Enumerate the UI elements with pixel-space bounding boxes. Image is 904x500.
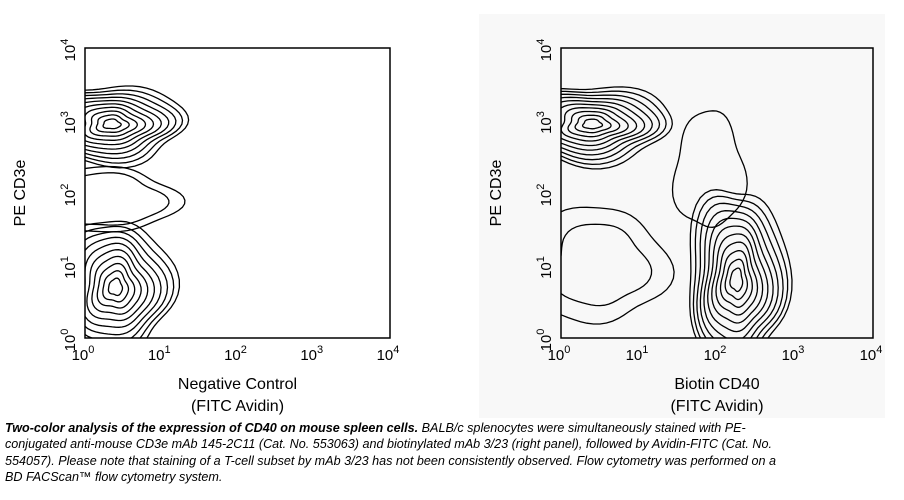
x-tick-label: 101 [148, 344, 171, 364]
plot-frame [560, 47, 874, 339]
contour-line [692, 195, 789, 338]
y-tick-label: 103 [535, 111, 555, 134]
contour-line [561, 99, 646, 151]
contours [85, 85, 190, 338]
contour-line [85, 103, 155, 146]
x-tick-label: 103 [782, 344, 805, 364]
x-tick-label: 100 [548, 344, 571, 364]
x-tick-label: 102 [704, 344, 727, 364]
x-tick-label: 100 [72, 344, 95, 364]
contour-line [724, 258, 749, 301]
contour-line [85, 220, 181, 338]
contour-line [89, 110, 138, 137]
contour-line [689, 189, 793, 338]
contour-line [85, 231, 169, 338]
contour-line [85, 242, 155, 328]
x-tick-label: 101 [626, 344, 649, 364]
contour-line [107, 277, 124, 297]
contour-line [561, 206, 675, 325]
contour-line [699, 210, 779, 338]
contour-line [561, 96, 653, 156]
contour-line [729, 267, 744, 293]
y-axis-label: PE CD3e [12, 160, 29, 227]
x-tick-label: 104 [377, 344, 400, 364]
contour-line [85, 165, 186, 233]
x-axis-label: Negative Control [178, 376, 297, 393]
contour-line [85, 225, 175, 338]
y-tick-label: 101 [535, 256, 555, 279]
contour-line [703, 217, 774, 338]
contour-line [567, 110, 621, 138]
contour-line [85, 172, 170, 226]
y-tick-label: 102 [59, 184, 79, 207]
caption-text: BALB/c splenocytes were simultaneously s… [5, 421, 776, 484]
contour-line [86, 249, 149, 322]
contour-line [95, 114, 130, 133]
contour-line [707, 225, 769, 333]
contour-line [561, 90, 667, 166]
contour-line [719, 249, 753, 308]
x-axis-label-sub: (FITC Avidin) [191, 398, 284, 415]
y-tick-label: 104 [535, 39, 555, 62]
x-axis-label-sub: (FITC Avidin) [670, 398, 763, 415]
y-tick-label: 100 [535, 329, 555, 352]
contour-line [85, 236, 162, 336]
contour-line [85, 96, 170, 155]
y-axis-label: PE CD3e [488, 160, 505, 227]
y-tick-label: 103 [59, 111, 79, 134]
contour-line [581, 118, 604, 130]
contour-line [671, 110, 748, 228]
figure-caption: Two-color analysis of the expression of … [5, 420, 795, 485]
contour-line [85, 89, 184, 164]
contour-line [561, 93, 661, 161]
y-tick-label: 102 [535, 184, 555, 207]
contour-line [91, 255, 142, 315]
x-tick-label: 102 [224, 344, 247, 364]
right-panel-background [479, 14, 885, 418]
contour-line [696, 202, 784, 338]
plot-frame [84, 47, 391, 339]
contour-line [715, 241, 759, 316]
contour-line [85, 99, 162, 150]
contour-line [711, 233, 764, 324]
y-tick-label: 104 [59, 39, 79, 62]
contour-line [561, 86, 673, 170]
contour-line [561, 103, 638, 147]
contour-line [102, 118, 122, 130]
contour-line [85, 85, 190, 169]
contour-line [96, 262, 136, 309]
contour-line [85, 106, 147, 141]
x-axis-label: Biotin CD40 [674, 376, 759, 393]
contour-line [561, 223, 653, 307]
y-tick-label: 101 [59, 256, 79, 279]
contour-line [102, 270, 130, 303]
x-tick-label: 104 [860, 344, 883, 364]
contours [561, 86, 793, 338]
contour-line [85, 93, 177, 160]
contour-line [574, 114, 612, 134]
caption-title: Two-color analysis of the expression of … [5, 421, 419, 435]
y-tick-label: 100 [59, 329, 79, 352]
contour-line [561, 107, 629, 142]
x-tick-label: 103 [300, 344, 323, 364]
